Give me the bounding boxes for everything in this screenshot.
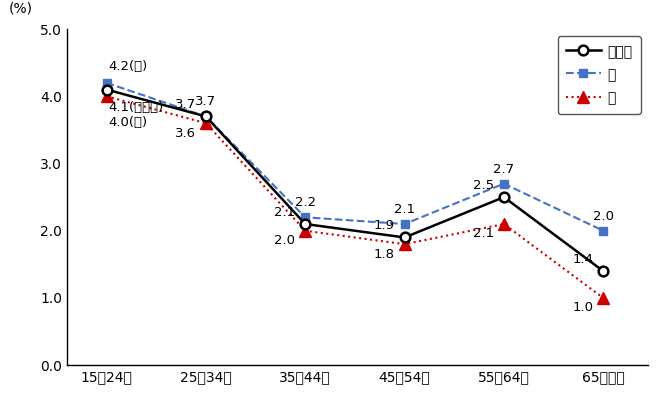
Legend: 男女計, 男, 女: 男女計, 男, 女 [558,36,641,114]
Text: 2.1: 2.1 [394,203,415,216]
Text: 3.7: 3.7 [175,98,196,111]
男 [301,215,309,220]
Text: 4.1(男女計): 4.1(男女計) [108,101,164,114]
女 [599,295,607,300]
女 [401,242,409,247]
Text: 2.0: 2.0 [275,234,295,247]
Text: 1.4: 1.4 [572,253,593,266]
Text: 1.0: 1.0 [572,301,593,314]
男女計 [301,222,309,227]
男女計 [401,235,409,240]
Text: 2.5: 2.5 [473,179,494,192]
Text: 2.2: 2.2 [295,196,316,209]
男女計 [102,87,110,92]
Text: 1.9: 1.9 [373,219,395,232]
Line: 女: 女 [101,91,609,303]
男女計 [500,195,508,200]
男 [102,81,110,85]
Text: 3.6: 3.6 [175,127,196,139]
男 [500,181,508,186]
Text: 1.8: 1.8 [373,247,395,261]
男 [202,114,210,119]
Text: 2.0: 2.0 [593,210,614,223]
女 [202,121,210,126]
Line: 男女計: 男女計 [102,85,608,276]
Text: (%): (%) [9,2,33,16]
Text: 2.7: 2.7 [494,163,514,176]
男 [401,222,409,227]
男女計 [202,114,210,119]
Text: 2.1: 2.1 [473,227,494,240]
男女計 [599,269,607,273]
Text: 2.1: 2.1 [274,206,295,219]
男 [599,228,607,233]
女 [102,94,110,99]
Text: 3.7: 3.7 [195,95,216,108]
女 [301,228,309,233]
Text: 4.2(男): 4.2(男) [108,60,148,73]
Text: 4.0(女): 4.0(女) [108,117,148,129]
Line: 男: 男 [102,79,607,235]
女 [500,222,508,227]
